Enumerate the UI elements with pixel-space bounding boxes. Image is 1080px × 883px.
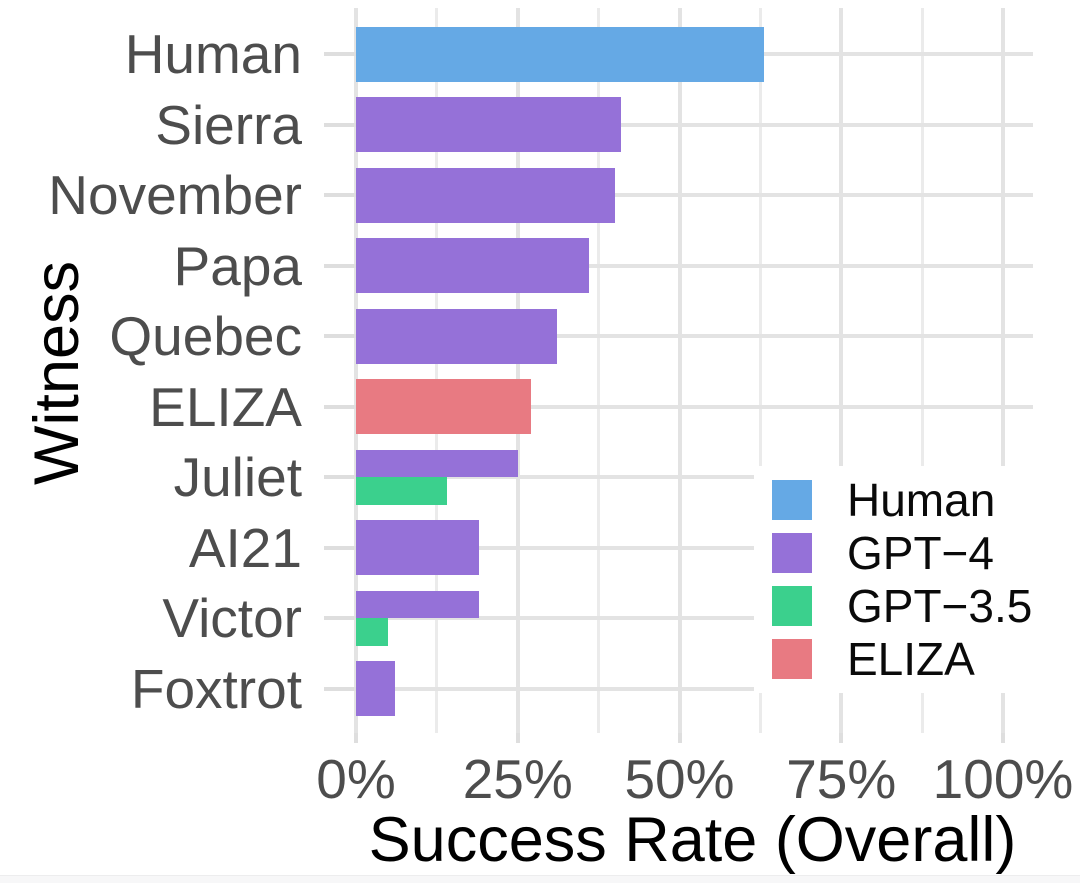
gridline-row-juliet bbox=[352, 475, 1033, 480]
gridline-row-sierra bbox=[352, 122, 1033, 127]
gridline-row-ai21 bbox=[352, 545, 1033, 550]
bar-juliet-gpt-3-5 bbox=[356, 477, 447, 505]
gridline-major-25% bbox=[515, 8, 520, 733]
y-axis-label-victor: Victor bbox=[162, 587, 302, 650]
bar-ai21-gpt-4 bbox=[356, 520, 479, 576]
legend-label-eliza: ELIZA bbox=[847, 633, 975, 685]
legend: Human GPT−4 GPT−3.5 ELIZA bbox=[754, 466, 1053, 693]
gridline-minor bbox=[435, 8, 439, 733]
gridline-major-75% bbox=[839, 8, 844, 733]
gridline-major-100% bbox=[1001, 8, 1005, 733]
y-tick-victor bbox=[324, 616, 356, 621]
bar-sierra-gpt-4 bbox=[356, 97, 622, 153]
y-tick-juliet bbox=[324, 475, 356, 480]
y-axis-label-ai21: AI21 bbox=[188, 516, 302, 579]
legend-label-human: Human bbox=[847, 474, 996, 526]
x-tick-0% bbox=[354, 733, 358, 743]
gridline-major-50% bbox=[677, 8, 682, 733]
x-axis-label-100%: 100% bbox=[932, 748, 1074, 810]
bar-eliza-eliza bbox=[356, 379, 531, 435]
window-bottom-strip bbox=[0, 875, 1080, 883]
x-axis-label-50%: 50% bbox=[624, 748, 735, 810]
x-axis-label-0%: 0% bbox=[316, 748, 396, 810]
bar-quebec-gpt-4 bbox=[356, 308, 557, 364]
gridline-row-victor bbox=[352, 616, 1033, 621]
bar-papa-gpt-4 bbox=[356, 238, 589, 294]
x-tick-50% bbox=[677, 733, 682, 743]
legend-entry-eliza: ELIZA bbox=[772, 633, 1032, 685]
gridline-row-eliza bbox=[352, 404, 1033, 409]
legend-swatch-gpt-4 bbox=[772, 533, 812, 573]
y-tick-november bbox=[324, 193, 356, 198]
bar-juliet-gpt-4 bbox=[356, 449, 518, 478]
bar-victor-gpt-4 bbox=[356, 590, 479, 619]
y-axis-label-papa: Papa bbox=[173, 234, 302, 297]
y-axis-label-eliza: ELIZA bbox=[149, 375, 302, 438]
y-axis-label-quebec: Quebec bbox=[109, 305, 302, 368]
y-axis-label-sierra: Sierra bbox=[155, 93, 302, 156]
x-axis-label-75%: 75% bbox=[786, 748, 897, 810]
y-axis-label-november: November bbox=[48, 164, 302, 227]
x-tick-25% bbox=[515, 733, 520, 743]
legend-swatch-gpt-3-5 bbox=[772, 586, 812, 626]
bar-november-gpt-4 bbox=[356, 167, 615, 223]
gridline-minor bbox=[758, 8, 762, 733]
gridline-row-papa bbox=[352, 263, 1033, 268]
legend-entry-gpt-3-5: GPT−3.5 bbox=[772, 580, 1032, 632]
legend-entry-human: Human bbox=[772, 474, 1032, 526]
y-tick-eliza bbox=[324, 404, 356, 409]
y-tick-quebec bbox=[324, 334, 356, 339]
bar-victor-gpt-3-5 bbox=[356, 618, 389, 646]
x-tick-100% bbox=[1001, 733, 1005, 743]
y-tick-papa bbox=[324, 263, 356, 268]
legend-label-gpt-4: GPT−4 bbox=[847, 527, 995, 579]
y-tick-foxtrot bbox=[324, 686, 356, 691]
y-axis-label-juliet: Juliet bbox=[173, 446, 302, 509]
y-tick-human bbox=[324, 52, 356, 56]
bar-foxtrot-gpt-4 bbox=[356, 661, 395, 717]
gridline-minor bbox=[920, 8, 924, 733]
gridline-major-0% bbox=[354, 8, 358, 733]
x-tick-75% bbox=[839, 733, 844, 743]
bar-human-human bbox=[356, 26, 764, 82]
y-axis-label-human: Human bbox=[124, 23, 302, 85]
gridline-row-quebec bbox=[352, 334, 1033, 339]
y-axis-label-foxtrot: Foxtrot bbox=[130, 657, 302, 720]
y-tick-ai21 bbox=[324, 545, 356, 550]
gridline-minor bbox=[597, 8, 601, 733]
gridline-row-foxtrot bbox=[352, 686, 1033, 691]
plot-panel bbox=[352, 8, 1033, 733]
gridline-row-november bbox=[352, 193, 1033, 198]
legend-entry-gpt-4: GPT−4 bbox=[772, 527, 1032, 579]
legend-swatch-eliza bbox=[772, 639, 812, 679]
x-axis-label-25%: 25% bbox=[462, 748, 573, 810]
legend-swatch-human bbox=[772, 480, 812, 520]
legend-label-gpt-3-5: GPT−3.5 bbox=[847, 580, 1033, 632]
y-tick-sierra bbox=[324, 122, 356, 127]
x-axis-title: Success Rate (Overall) bbox=[368, 805, 1017, 875]
